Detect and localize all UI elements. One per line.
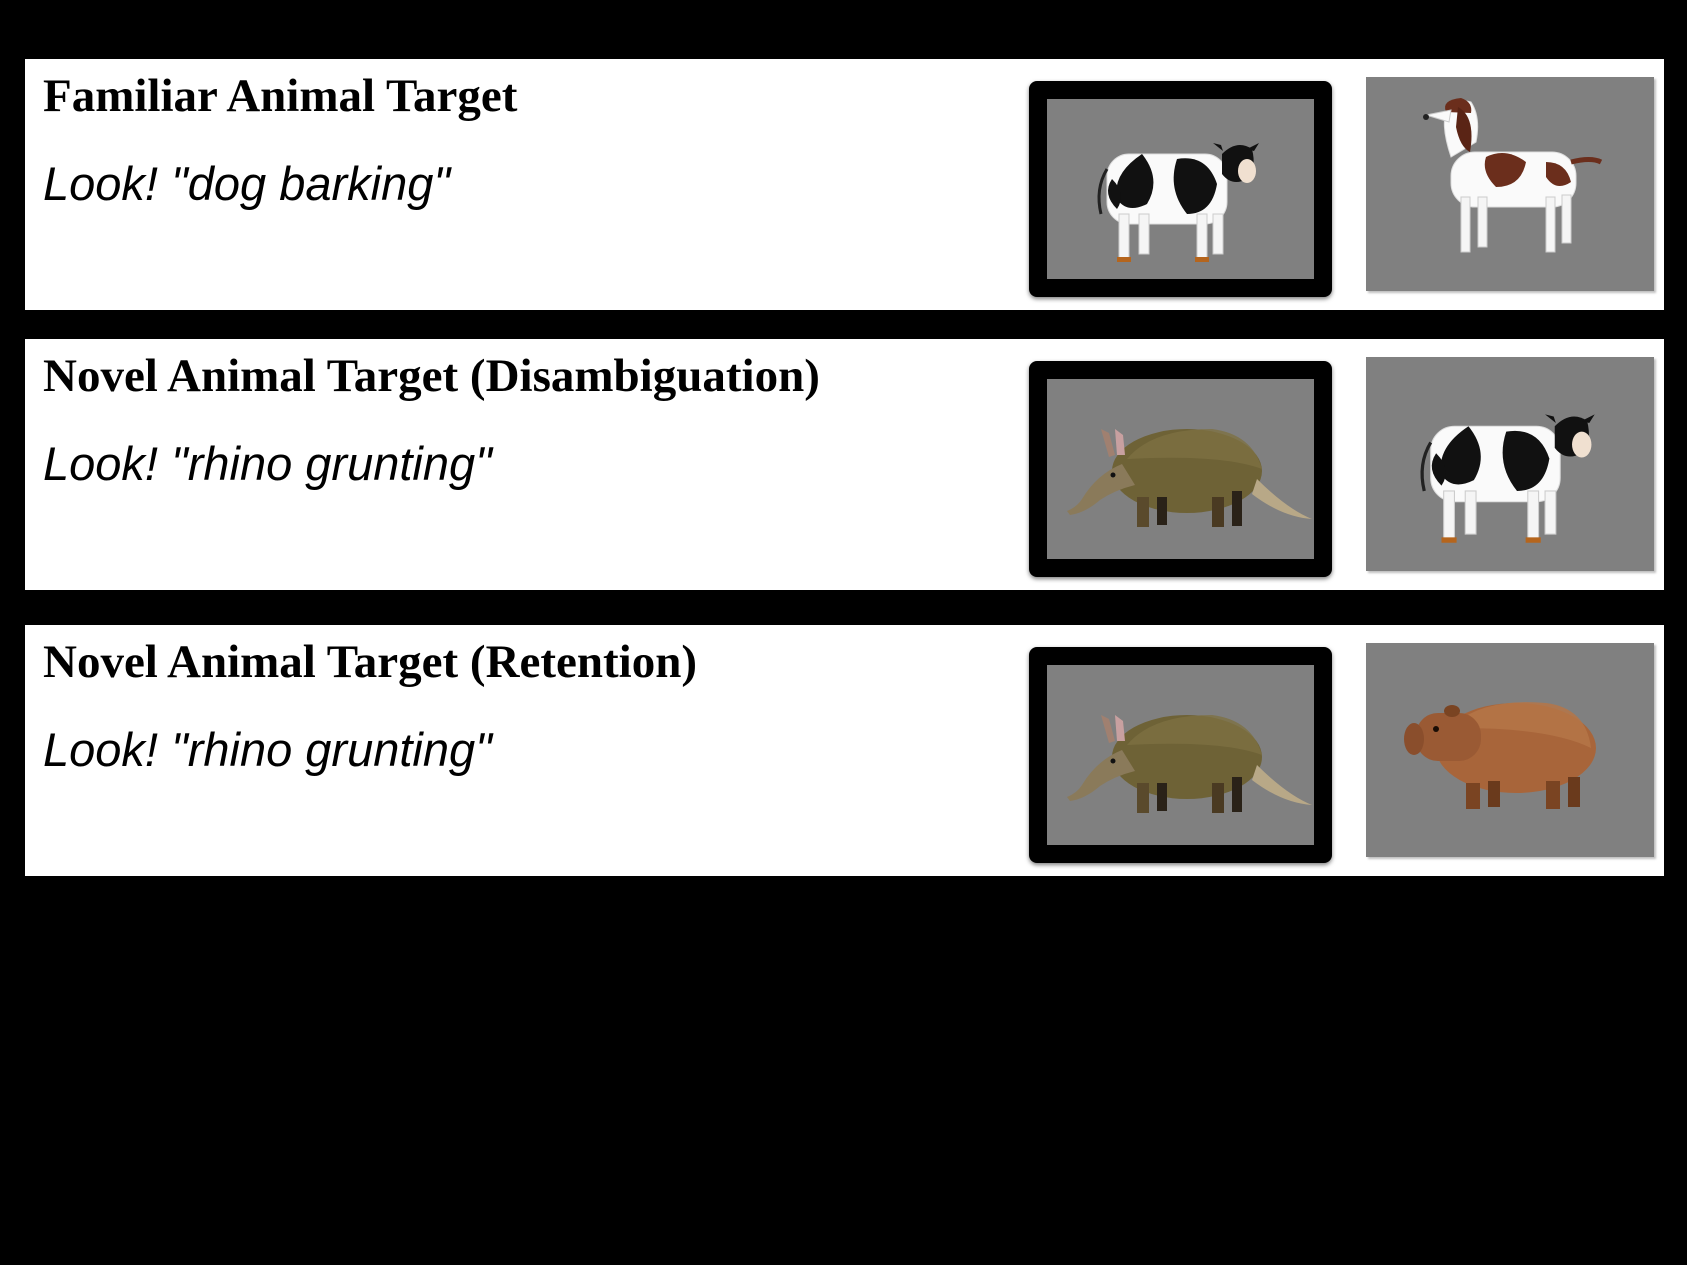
trial-title: Novel Animal Target (Retention) xyxy=(43,636,698,688)
trial-prompt: Look! "dog barking" xyxy=(43,157,451,210)
aardvark-illustration xyxy=(1067,429,1312,527)
trial-title: Novel Animal Target (Disambiguation) xyxy=(43,350,820,402)
capybara-illustration xyxy=(1404,702,1596,809)
trial-panel-retention: Novel Animal Target (Retention) Look! "r… xyxy=(25,625,1664,876)
target-image-aardvark xyxy=(1047,379,1314,559)
target-image-cow xyxy=(1047,99,1314,279)
target-frame xyxy=(1029,361,1332,577)
distractor-image-capybara xyxy=(1366,643,1654,857)
distractor-image-cow xyxy=(1366,357,1654,571)
target-frame xyxy=(1029,647,1332,863)
trial-prompt: Look! "rhino grunting" xyxy=(43,437,492,490)
distractor-image-dog xyxy=(1366,77,1654,291)
target-frame xyxy=(1029,81,1332,297)
trial-title: Familiar Animal Target xyxy=(43,70,518,122)
aardvark-illustration xyxy=(1067,715,1312,813)
cow-illustration xyxy=(1420,414,1595,543)
trial-panel-disambiguation: Novel Animal Target (Disambiguation) Loo… xyxy=(25,339,1664,590)
trial-prompt: Look! "rhino grunting" xyxy=(43,723,492,776)
target-image-aardvark xyxy=(1047,665,1314,845)
cow-illustration xyxy=(1097,143,1259,262)
trial-panel-familiar: Familiar Animal Target Look! "dog barkin… xyxy=(25,59,1664,310)
dog-illustration xyxy=(1423,98,1603,253)
